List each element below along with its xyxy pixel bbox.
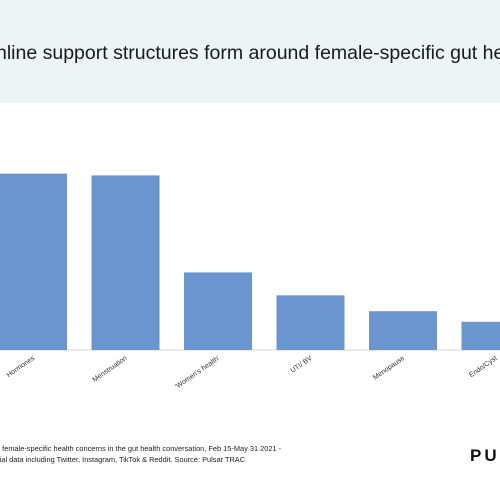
x-tick-label-2: 'Women's health': [174, 355, 221, 391]
footnote: d female-specific health concerns in the…: [0, 443, 436, 465]
x-tick-label-3: UTI/ BV: [290, 355, 314, 375]
x-tick-label-1: Menstruation: [91, 355, 128, 384]
bar-5: [461, 321, 500, 350]
bar-4: [369, 311, 437, 350]
bar-chart: Hormones Menstruation 'Women's health' UTI/…: [0, 173, 500, 391]
footnote-line-1: d female-specific health concerns in the…: [0, 444, 282, 453]
chart-title: nline support structures form around fem…: [0, 42, 500, 64]
footnote-line-2: cial data including Twitter, Instagram, …: [0, 455, 246, 464]
header-band: [0, 0, 500, 103]
pulsar-logo: PUL: [470, 446, 500, 465]
bar-0: [0, 173, 67, 350]
x-tick-label-5: Endo/Cyst: [468, 355, 499, 379]
bar-3: [276, 295, 345, 350]
bar-1: [91, 175, 160, 350]
x-tick-label-0: Hormones: [6, 355, 37, 380]
bar-2: [184, 272, 252, 350]
x-tick-label-4: Menopause: [372, 355, 406, 382]
